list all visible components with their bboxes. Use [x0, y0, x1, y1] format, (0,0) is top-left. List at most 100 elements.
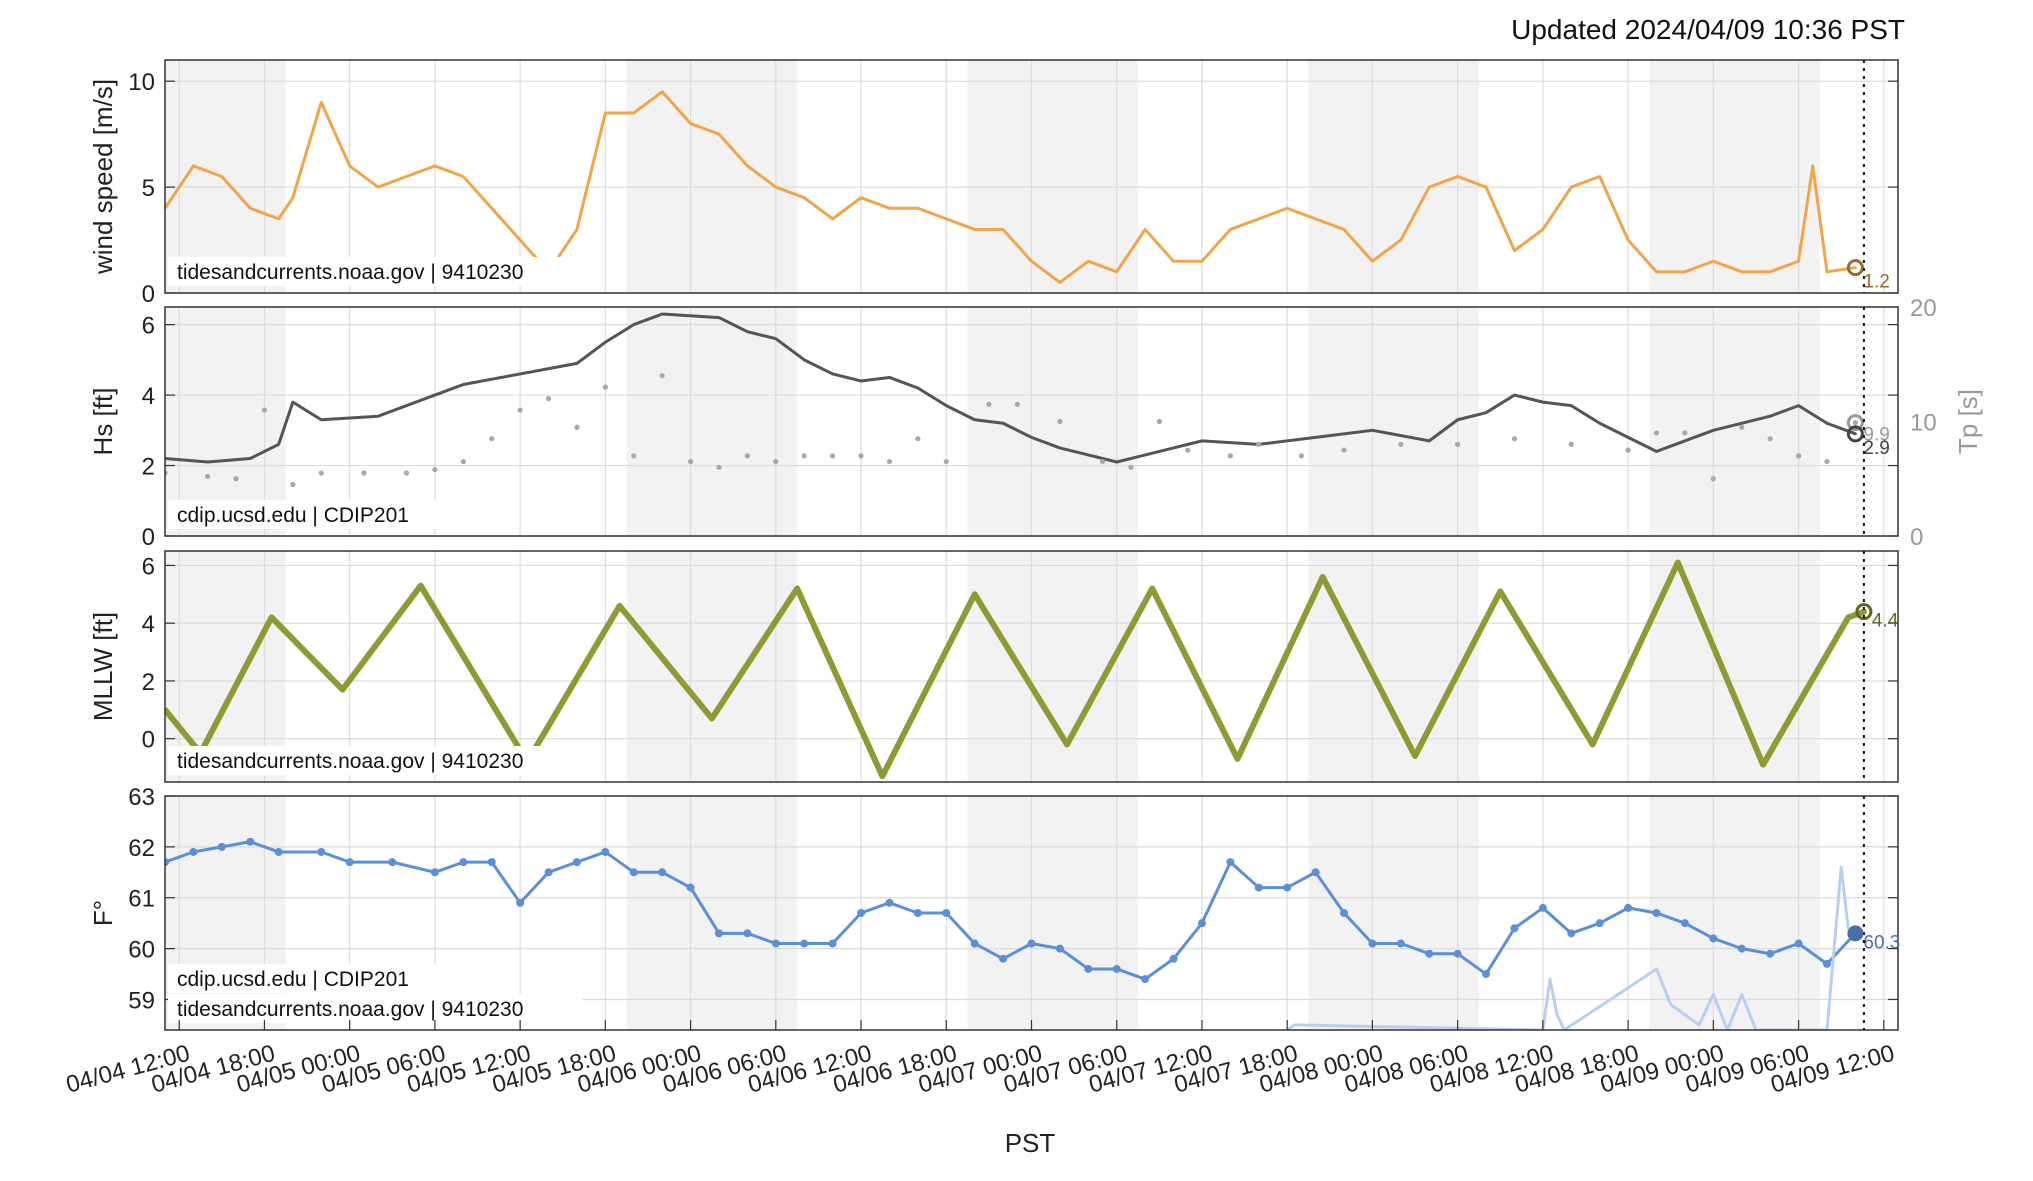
tp-point — [1568, 441, 1574, 447]
series-layer — [165, 312, 1858, 488]
series-point — [1055, 944, 1064, 953]
night-shading — [1308, 796, 1479, 1030]
tp-point — [290, 481, 296, 488]
y-tick-label: 62 — [128, 835, 155, 862]
updated-timestamp: Updated 2024/04/09 10:36 PST — [1511, 14, 1905, 45]
series-line — [165, 559, 1867, 780]
series-point — [1538, 903, 1547, 912]
tp-point — [773, 458, 779, 465]
series-point — [686, 883, 695, 892]
source-label-bg — [168, 964, 445, 993]
source-label: tidesandcurrents.noaa.gov | 9410230 — [177, 750, 523, 773]
series-point — [1453, 949, 1462, 958]
source-label: tidesandcurrents.noaa.gov | 9410230 — [177, 998, 523, 1021]
series-point — [1396, 939, 1405, 948]
series-point — [1482, 970, 1491, 979]
source-label: cdip.ucsd.edu | CDIP201 — [177, 504, 409, 527]
series-point — [658, 868, 667, 877]
tp-last-label: 9.9 — [1863, 425, 1889, 446]
night-shading — [626, 60, 798, 293]
tp-point — [1014, 401, 1020, 407]
tp-point — [1398, 441, 1404, 447]
night-shading — [1308, 60, 1479, 293]
source-label-bg — [168, 746, 583, 775]
last-value-marker — [1846, 259, 1864, 277]
y-tick-label: 61 — [128, 886, 155, 913]
series-point — [970, 939, 979, 948]
y-tick-label: 6 — [142, 553, 155, 580]
series-point — [459, 858, 468, 867]
y-tick-label: 59 — [128, 987, 155, 1014]
series-point — [1737, 944, 1746, 953]
panel-tide: 0 2 4 6 MLLW [ft] tidesandcurrents.noaa.gov |… — [88, 550, 1899, 783]
tp-point — [1099, 458, 1106, 465]
series-point — [629, 868, 638, 877]
tp-point — [830, 453, 836, 459]
last-value-label: 4.4 — [1872, 611, 1899, 632]
series-layer — [165, 559, 1867, 780]
series-layer — [165, 837, 1860, 1030]
series-point — [274, 847, 283, 856]
tp-point — [744, 453, 751, 459]
series-point — [1368, 939, 1377, 948]
y-axis-label: F° — [88, 900, 118, 926]
tp-point — [943, 458, 949, 465]
night-shading — [165, 551, 286, 782]
series-point — [1766, 949, 1775, 958]
y-axis-label: MLLW [ft] — [88, 612, 118, 721]
y-tick-label: 0 — [142, 524, 155, 551]
tp-point — [858, 453, 864, 459]
night-shading — [626, 551, 798, 782]
tp-point — [659, 373, 665, 379]
series-point — [1197, 919, 1206, 928]
tp-point — [1653, 430, 1660, 436]
tp-point — [687, 458, 694, 465]
series-point — [430, 868, 439, 877]
y-tick-label: 63 — [128, 784, 155, 811]
tp-point — [631, 453, 637, 459]
tp-point — [1156, 418, 1162, 425]
tp-point — [361, 470, 367, 476]
tp-point — [574, 424, 580, 430]
last-value-label: 60.3 — [1863, 932, 1900, 953]
series-line — [1285, 865, 1850, 1030]
tp-point — [1824, 458, 1830, 465]
series-point — [1595, 919, 1604, 928]
y-tick-label: 60 — [128, 937, 155, 964]
night-shading — [1649, 307, 1820, 536]
night-shading — [1308, 307, 1479, 536]
night-shading — [165, 307, 286, 536]
series-point — [1624, 903, 1633, 912]
night-shading — [967, 796, 1139, 1030]
series-point — [999, 954, 1008, 963]
tp-point — [1511, 436, 1518, 442]
source-label: cdip.ucsd.edu | CDIP201 — [177, 968, 409, 991]
y-tick-label: 6 — [142, 313, 155, 340]
series-point — [1169, 954, 1178, 963]
last-value-marker — [1855, 603, 1873, 621]
y-tick-label: 4 — [142, 383, 155, 410]
series-point — [1652, 909, 1661, 917]
series-point — [388, 858, 397, 867]
series-point — [771, 939, 780, 948]
last-value-label: 1.2 — [1863, 272, 1889, 293]
series-point — [165, 858, 169, 867]
series-point — [828, 939, 837, 948]
series-point — [1141, 975, 1150, 984]
tp-point — [1256, 441, 1262, 447]
source-label: tidesandcurrents.noaa.gov | 9410230 — [177, 261, 523, 284]
series-point — [885, 898, 894, 907]
tp-point — [886, 458, 893, 465]
tp-point — [460, 458, 466, 465]
tp-point — [1455, 441, 1461, 447]
series-point — [1084, 964, 1093, 973]
series-point — [345, 858, 354, 867]
panel-waves: 0 2 4 6 0 10 20 Tp [s] Hs [ft] cdip.ucsd.edu | CD… — [88, 295, 1983, 551]
tp-point — [489, 436, 495, 442]
series-point — [942, 909, 951, 917]
series-point — [857, 909, 866, 917]
y-tick-label: 2 — [142, 669, 155, 696]
night-shading — [626, 307, 798, 536]
series-point — [1226, 858, 1235, 867]
series-point — [1567, 929, 1576, 938]
